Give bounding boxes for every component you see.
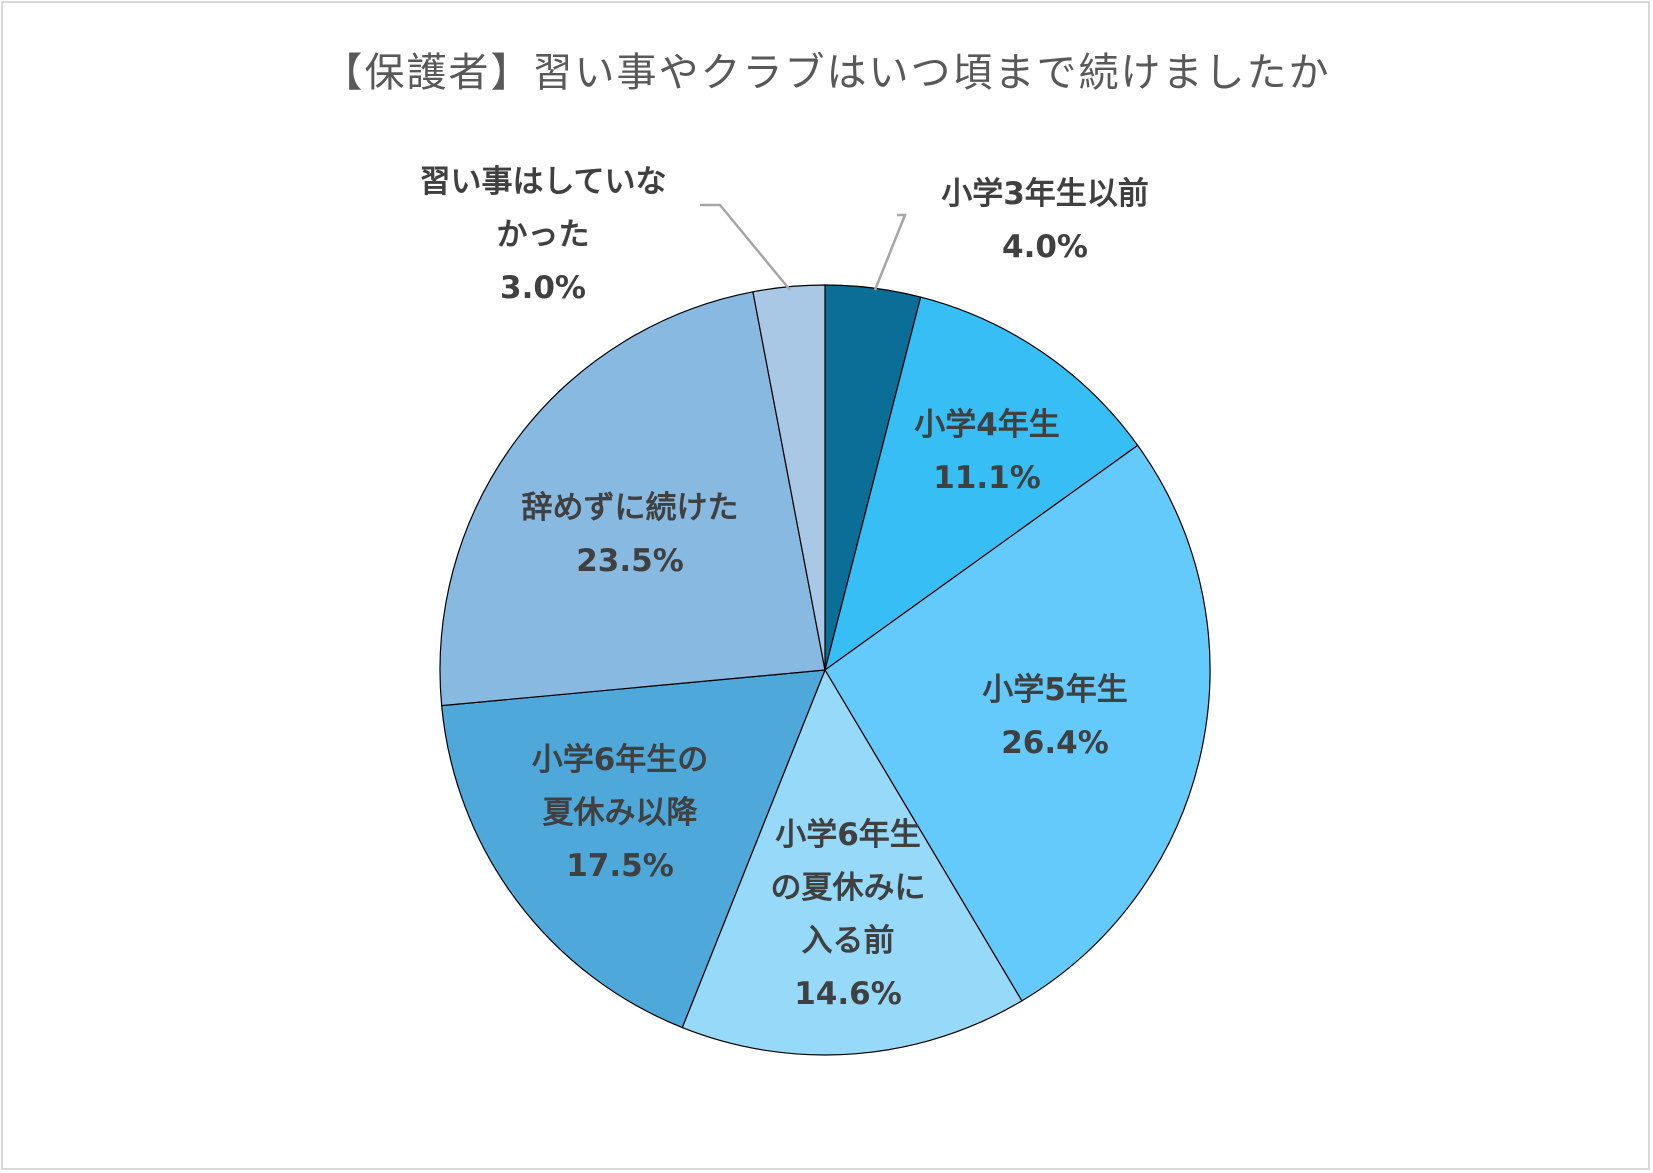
slice-category-label-4: の夏休みに [771, 870, 926, 906]
slice-category-label-6: 辞めずに続けた [522, 490, 739, 526]
pie-slice-2 [824, 296, 1139, 672]
slice-value-label-2: 11.1% [933, 460, 1041, 496]
slice-category-label-4: 入る前 [802, 923, 895, 959]
slice-value-label-3: 26.4% [1001, 725, 1109, 761]
slice-category-label-2: 小学4年生 [914, 407, 1060, 443]
slice-labels: 小学3年生以前4.0%小学4年生11.1%小学5年生26.4%小学6年生の夏休み… [419, 164, 1148, 1012]
pie-slice-3 [824, 444, 1211, 1002]
slice-category-label-5: 夏休み以降 [543, 795, 699, 831]
slice-category-label-3: 小学5年生 [982, 672, 1128, 708]
pie-slices [439, 284, 1211, 1056]
pie-slice-6 [439, 291, 826, 707]
slice-value-label-4: 14.6% [794, 976, 902, 1012]
leader-line-1 [873, 213, 907, 291]
slice-category-label-5: 小学6年生の [532, 742, 709, 778]
chart-title: 【保護者】習い事やクラブはいつ頃まで続けましたか [322, 50, 1331, 96]
slice-value-label-5: 17.5% [566, 848, 674, 884]
slice-category-label-1: 小学3年生以前 [941, 176, 1149, 212]
pie-slice-4 [681, 668, 1023, 1056]
pie-slice-5 [440, 669, 826, 1029]
slice-category-label-4: 小学6年生 [775, 817, 921, 853]
slice-value-label-6: 23.5% [576, 543, 684, 579]
leader-line-2 [700, 203, 791, 291]
slice-value-label-7: 3.0% [500, 270, 586, 306]
leader-lines [700, 203, 907, 291]
slice-category-label-7: かった [497, 217, 590, 253]
slice-value-label-1: 4.0% [1002, 229, 1088, 265]
slice-category-label-7: 習い事はしていな [419, 164, 666, 200]
